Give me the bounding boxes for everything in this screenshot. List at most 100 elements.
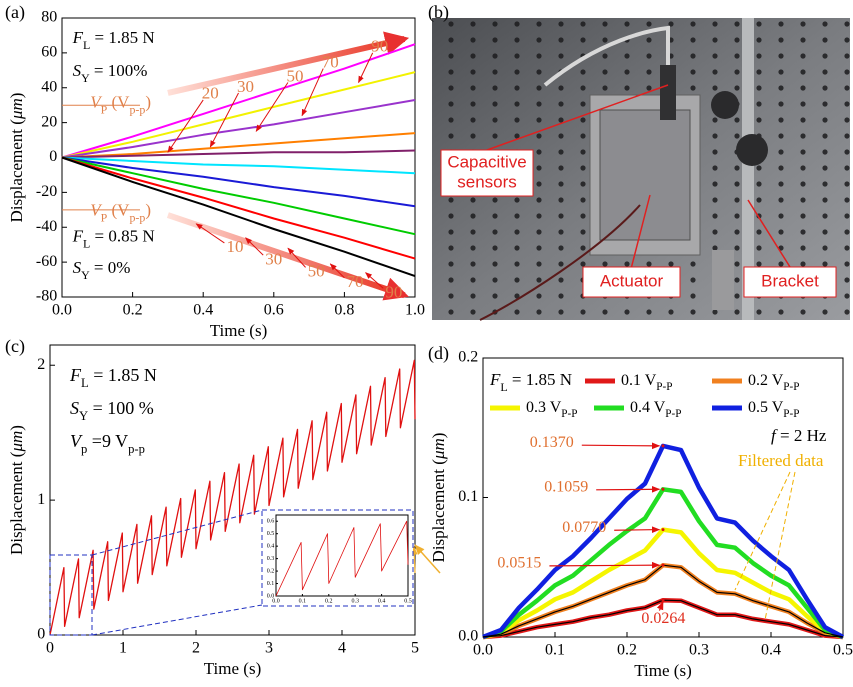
x-tick-label: 0.2 bbox=[123, 301, 143, 318]
text-part: V bbox=[90, 200, 103, 219]
text-part: = 0.85 N bbox=[90, 227, 154, 246]
x-axis-label: Time (s) bbox=[634, 661, 691, 680]
arrow bbox=[614, 526, 661, 534]
text-part: 70 bbox=[322, 52, 339, 71]
x-tick-label: 0.0 bbox=[272, 598, 280, 604]
data-line bbox=[61, 156, 416, 260]
text-part: p-p bbox=[128, 442, 145, 456]
text-part: L bbox=[500, 380, 507, 394]
text-part: Y bbox=[81, 71, 90, 85]
text-part: ) bbox=[7, 93, 26, 99]
y-axis-label: Displacement (μm) bbox=[429, 433, 448, 563]
text-part: p bbox=[81, 442, 87, 456]
annotation: VP (Vp-p) bbox=[90, 92, 151, 116]
text-part: Y bbox=[79, 409, 88, 423]
peak-marker bbox=[661, 528, 665, 532]
x-tick-label: 0.3 bbox=[689, 641, 709, 658]
legend-label: 0.1 VP-P bbox=[621, 372, 672, 393]
x-tick-label: 0.2 bbox=[325, 598, 333, 604]
text-part: 30 bbox=[237, 77, 254, 96]
x-tick-label: 2 bbox=[192, 639, 200, 656]
x-tick-label: 0.2 bbox=[617, 641, 637, 658]
text-part: P-P bbox=[561, 408, 577, 420]
peak-marker bbox=[661, 487, 665, 491]
text-part: 90 bbox=[371, 37, 388, 56]
photo-sensor bbox=[660, 65, 676, 120]
x-tick-label: 0.6 bbox=[264, 301, 284, 318]
text-part: Y bbox=[81, 268, 90, 282]
data-line bbox=[49, 359, 416, 636]
data-line bbox=[61, 43, 416, 159]
text-part: = 100% bbox=[90, 61, 148, 80]
annotation: 20 bbox=[202, 84, 219, 103]
data-line bbox=[61, 156, 416, 175]
annotation: 70 bbox=[346, 272, 363, 291]
text-part: 20 bbox=[202, 84, 219, 103]
annotation: 50 bbox=[286, 66, 303, 85]
arrow bbox=[365, 272, 384, 289]
text-part: = 0% bbox=[90, 258, 131, 277]
text-part: (V bbox=[107, 200, 130, 219]
text-part: 50 bbox=[308, 261, 325, 280]
text-part: =9 V bbox=[87, 431, 128, 451]
y-tick-label: 0.5 bbox=[267, 531, 275, 537]
text-part: 50 bbox=[286, 66, 303, 85]
photo-bracket-rod bbox=[742, 18, 754, 320]
y-tick-label: -60 bbox=[36, 253, 57, 270]
x-tick-label: 0.4 bbox=[378, 598, 386, 604]
y-tick-label: 40 bbox=[41, 78, 57, 95]
x-tick-label: 0.1 bbox=[299, 598, 307, 604]
photo-clamp bbox=[711, 91, 739, 119]
text-part: V bbox=[70, 431, 83, 451]
zoom-link bbox=[91, 604, 263, 636]
text-part: F bbox=[72, 28, 84, 47]
text-part: 0.5 V bbox=[748, 399, 784, 416]
arrow bbox=[287, 247, 306, 268]
arrow bbox=[167, 31, 410, 96]
annotation: FL = 0.85 N bbox=[72, 227, 155, 251]
annotation: 50 bbox=[308, 261, 325, 280]
y-tick-label: 1 bbox=[37, 491, 45, 508]
pointer bbox=[734, 471, 791, 591]
photo-cable bbox=[543, 25, 670, 87]
text-part: L bbox=[83, 38, 90, 52]
annotation: SY = 0% bbox=[73, 258, 131, 282]
callout-label: Bracket bbox=[761, 271, 819, 290]
peak-label: 0.1059 bbox=[544, 478, 588, 495]
text-part: P bbox=[101, 102, 108, 116]
text-part: L bbox=[83, 236, 90, 250]
x-tick-label: 0.0 bbox=[52, 301, 72, 318]
x-tick-label: 1 bbox=[119, 639, 127, 656]
x-tick-label: 0.0 bbox=[473, 641, 493, 658]
text-part: S bbox=[73, 61, 82, 80]
callout-box bbox=[743, 266, 837, 298]
y-axis-label: Displacement (μm) bbox=[7, 425, 26, 555]
y-tick-label: 0.3 bbox=[267, 556, 275, 562]
annotation: SY = 100 % bbox=[70, 398, 154, 423]
y-tick-label: -40 bbox=[36, 218, 57, 235]
plot-frame bbox=[49, 344, 416, 636]
x-tick-label: 0 bbox=[46, 639, 54, 656]
peak-label: 0.0515 bbox=[497, 554, 541, 571]
arrow bbox=[166, 212, 409, 301]
text-part: μm bbox=[7, 98, 26, 120]
text-part: P bbox=[101, 210, 108, 224]
legend-label: 0.4 VP-P bbox=[630, 399, 681, 420]
data-line bbox=[61, 156, 416, 236]
y-tick-label: 0.0 bbox=[458, 628, 478, 645]
panel-label: (d) bbox=[428, 343, 449, 364]
text-part: p-p bbox=[129, 102, 145, 116]
zoom-box bbox=[49, 554, 93, 636]
callout-line bbox=[486, 84, 669, 151]
text-part: 0.4 V bbox=[630, 399, 666, 416]
annotation: FL = 1.85 N bbox=[489, 370, 572, 394]
legend-label: 0.3 VP-P bbox=[526, 399, 577, 420]
annotation: 90 bbox=[371, 37, 388, 56]
text-part: f bbox=[771, 426, 778, 445]
text-part: P-P bbox=[783, 408, 799, 420]
annotation: 30 bbox=[237, 77, 254, 96]
text-part: S bbox=[73, 258, 82, 277]
text-part: = 100 % bbox=[88, 398, 154, 418]
photo-wire bbox=[479, 204, 641, 321]
